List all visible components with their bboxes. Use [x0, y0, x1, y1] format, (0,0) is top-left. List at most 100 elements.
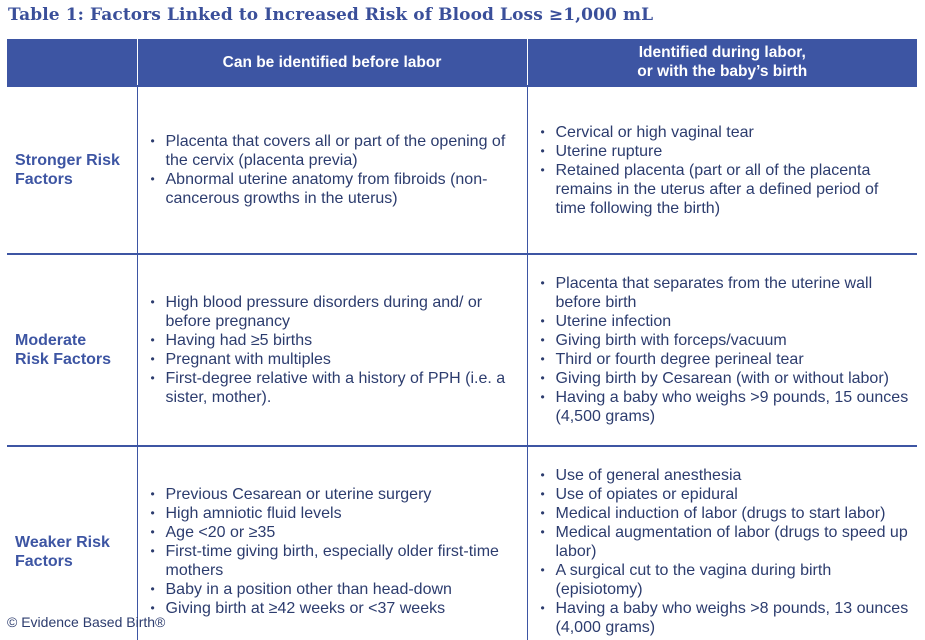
header-before-labor: Can be identified before labor [136, 39, 527, 86]
factor-list: • Use of general anesthesia • Use of opiate… [528, 466, 918, 637]
bullet-icon: • [150, 352, 155, 366]
list-item-text: Third or fourth degree perineal tear [555, 351, 804, 368]
row-label-line: Factors [15, 552, 73, 570]
list-item-text: Abnormal uterine anatomy from fibroids (… [165, 171, 488, 207]
list-item-text: Pregnant with multiples [165, 351, 331, 368]
before-labor-cell: • Previous Cesarean or uterine surgery • Hi… [136, 445, 527, 640]
bullet-icon: • [150, 487, 155, 501]
list-item: • Age <20 or ≥35 [151, 523, 519, 542]
bullet-icon: • [540, 506, 545, 520]
list-item-text: A surgical cut to the vagina during birt… [555, 562, 832, 598]
bullet-icon: • [150, 544, 155, 558]
bullet-icon: • [150, 295, 155, 309]
list-item-text: Use of general anesthesia [555, 467, 742, 484]
list-item: • Placenta that separates from the uterin… [541, 274, 910, 312]
factor-list: • Placenta that separates from the uterin… [528, 274, 918, 426]
list-item-text: Having a baby who weighs >9 pounds, 15 o… [555, 389, 909, 425]
bullet-icon: • [540, 468, 545, 482]
list-item: • Baby in a position other than head-down [151, 580, 519, 599]
list-item: • Abnormal uterine anatomy from fibroids … [151, 170, 519, 208]
factor-list: • Placenta that covers all or part of the… [138, 132, 527, 208]
list-item-text: High blood pressure disorders during and… [165, 294, 483, 330]
list-item: • Uterine rupture [541, 142, 910, 161]
list-item: • Having a baby who weighs >8 pounds, 13 … [541, 599, 910, 637]
table-row: Weaker Risk Factors • Previous Cesarean or … [7, 445, 918, 640]
bullet-icon: • [540, 162, 545, 177]
risk-factors-table: Can be identified before labor Identifie… [7, 39, 917, 640]
bullet-icon: • [540, 487, 545, 501]
list-item: • First-degree relative with a history of… [151, 369, 519, 407]
bullet-icon: • [540, 390, 545, 404]
during-labor-cell: • Placenta that separates from the uterin… [526, 253, 918, 446]
list-item-text: Medical augmentation of labor (drugs to … [555, 524, 908, 560]
row-label-line: Factors [15, 171, 73, 188]
header-during-labor: Identified during labor, or with the bab… [526, 39, 917, 86]
list-item: • Having a baby who weighs >9 pounds, 15 … [541, 388, 910, 426]
list-item-text: High amniotic fluid levels [165, 505, 342, 522]
list-item: • Use of general anesthesia [541, 466, 910, 485]
list-item: • Third or fourth degree perineal tear [541, 350, 910, 369]
list-item: • Uterine infection [541, 312, 910, 331]
list-item: • Having had ≥5 births [151, 331, 519, 350]
list-item-text: First-time giving birth, especially olde… [165, 543, 499, 579]
list-item: • Giving birth with forceps/vacuum [541, 331, 910, 350]
bullet-icon: • [540, 333, 545, 347]
bullet-icon: • [540, 143, 545, 158]
list-item-text: Placenta that separates from the uterine… [555, 275, 873, 311]
copyright-footer: © Evidence Based Birth® [7, 614, 166, 630]
before-labor-cell: • Placenta that covers all or part of the… [136, 85, 527, 254]
list-item: • Use of opiates or epidural [541, 485, 910, 504]
bullet-icon: • [150, 172, 155, 186]
list-item-text: Cervical or high vaginal tear [555, 123, 754, 141]
list-item: • High blood pressure disorders during an… [151, 293, 519, 331]
list-item: • Giving birth by Cesarean (with or witho… [541, 369, 910, 388]
before-labor-cell: • High blood pressure disorders during an… [136, 253, 527, 446]
list-item-text: Previous Cesarean or uterine surgery [165, 486, 432, 503]
during-labor-cell: • Use of general anesthesia • Use of opiate… [526, 445, 918, 640]
list-item-text: Giving birth at ≥42 weeks or <37 weeks [165, 600, 446, 617]
bullet-icon: • [540, 276, 545, 290]
list-item: • First-time giving birth, especially old… [151, 542, 519, 580]
bullet-icon: • [540, 314, 545, 328]
list-item-text: Baby in a position other than head-down [165, 581, 452, 598]
list-item: • A surgical cut to the vagina during bir… [541, 561, 910, 599]
list-item-text: Uterine rupture [555, 142, 663, 160]
row-label-line: Weaker Risk [15, 533, 110, 551]
list-item-text: Age <20 or ≥35 [165, 524, 276, 541]
header-during-labor-line1: Identified during labor, [638, 44, 806, 61]
table-row: Stronger Risk Factors • Placenta that cover… [7, 85, 918, 254]
list-item: • Pregnant with multiples [151, 350, 519, 369]
bullet-icon: • [150, 134, 155, 148]
bullet-icon: • [540, 601, 545, 615]
list-item: • Medical induction of labor (drugs to st… [541, 504, 910, 523]
list-item-text: Having a baby who weighs >8 pounds, 13 o… [555, 600, 909, 636]
factor-list: • Previous Cesarean or uterine surgery • Hi… [138, 485, 527, 618]
list-item-text: Retained placenta (part or all of the pl… [555, 161, 879, 217]
bullet-icon: • [540, 352, 545, 366]
list-item-text: Giving birth with forceps/vacuum [555, 332, 787, 349]
row-label-line: Risk Factors [15, 351, 112, 368]
list-item-text: Use of opiates or epidural [555, 486, 738, 503]
bullet-icon: • [150, 333, 155, 347]
table-title: Table 1: Factors Linked to Increased Ris… [8, 5, 654, 25]
factor-list: • Cervical or high vaginal tear • Uterine r… [528, 123, 918, 218]
row-label-line: Stronger Risk [15, 152, 120, 169]
list-item-text: Medical induction of labor (drugs to sta… [555, 505, 886, 522]
bullet-icon: • [150, 601, 155, 615]
bullet-icon: • [540, 525, 545, 539]
bullet-icon: • [150, 525, 155, 539]
list-item-text: Uterine infection [555, 313, 672, 330]
bullet-icon: • [540, 371, 545, 385]
row-label: Weaker Risk Factors [7, 445, 137, 640]
bullet-icon: • [540, 124, 545, 139]
header-blank-cell [7, 39, 137, 86]
list-item-text: First-degree relative with a history of … [165, 370, 506, 406]
row-label-line: Moderate [15, 332, 87, 349]
bullet-icon: • [150, 582, 155, 596]
list-item: • Medical augmentation of labor (drugs to… [541, 523, 910, 561]
list-item-text: Placenta that covers all or part of the … [165, 133, 506, 169]
list-item: • High amniotic fluid levels [151, 504, 519, 523]
list-item-text: Giving birth by Cesarean (with or withou… [555, 370, 889, 387]
list-item: • Cervical or high vaginal tear [541, 123, 910, 142]
table-header-row: Can be identified before labor Identifie… [7, 39, 917, 86]
